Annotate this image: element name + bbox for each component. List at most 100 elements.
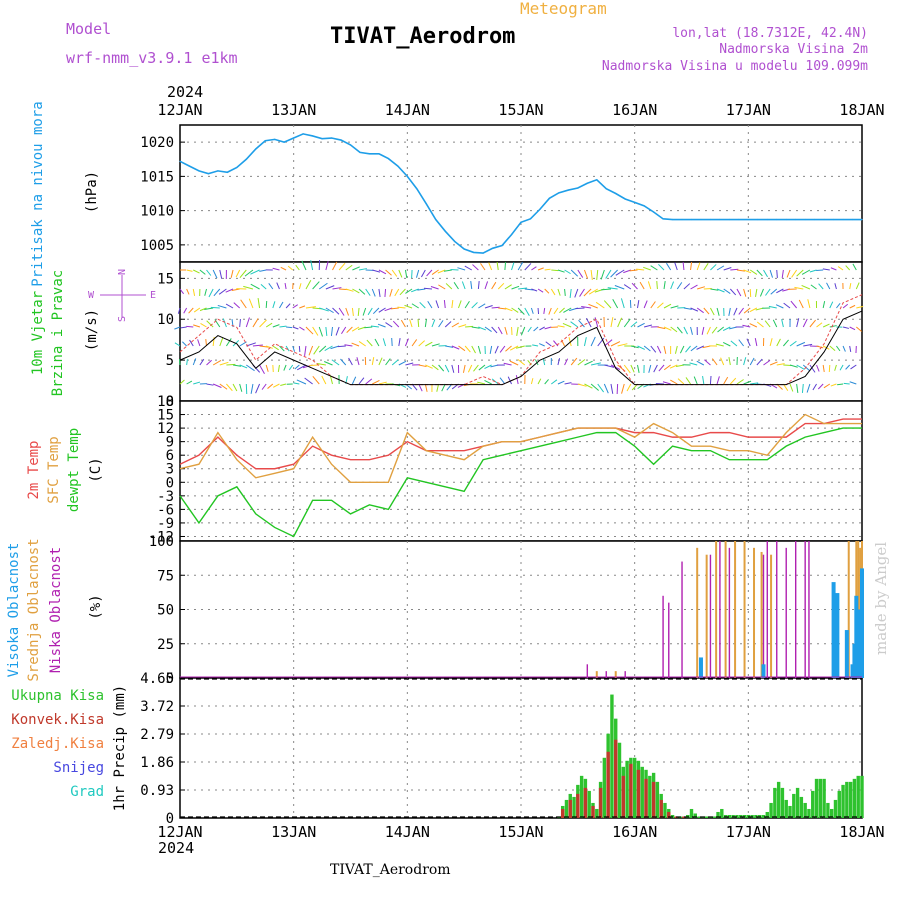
wind-arrow: [431, 319, 436, 328]
wind-arrow: [243, 285, 254, 290]
wind-arrow: [489, 345, 493, 354]
wind-arrow: [280, 266, 287, 271]
precip-bar: [572, 796, 576, 818]
wind-arrow: [630, 364, 635, 373]
wind-arrow: [531, 266, 537, 271]
precip-legend-item: Zaledj.Kisa: [11, 736, 104, 752]
wind-arrow: [444, 364, 450, 373]
wind-arrow: [837, 266, 844, 271]
wind-arrow: [716, 307, 720, 316]
wind-arrow: [584, 360, 593, 366]
wind-arrow: [246, 342, 256, 347]
cloud-bar: [696, 547, 699, 678]
wind-arrow: [250, 383, 254, 394]
lonlat-text: lon,lat (18.7312E, 42.4N): [672, 26, 868, 41]
wind-arrow: [472, 264, 479, 271]
wind-arrow: [569, 288, 572, 298]
wind-arrow: [362, 307, 367, 316]
wind-arrow: [316, 362, 326, 366]
wind-arrow: [478, 303, 486, 309]
wind-arrow: [723, 267, 732, 271]
wind-arrow: [329, 375, 333, 385]
wind-arrow: [553, 340, 559, 347]
wind-arrow: [372, 379, 380, 385]
wind-arrow: [637, 345, 645, 350]
wind-arrow: [345, 307, 350, 316]
wind-arrow: [614, 285, 625, 290]
wind-arrow: [670, 305, 679, 309]
wind-arrow: [796, 269, 804, 277]
compass-east: E: [150, 290, 156, 301]
cloud-frame: [179, 540, 863, 679]
wind-arrow: [358, 288, 366, 295]
wind-arrow: [497, 326, 503, 335]
wind-arrow: [756, 358, 763, 366]
wind-arrow: [477, 280, 480, 290]
wind-arrow: [337, 345, 346, 348]
wind-arrow: [749, 269, 758, 275]
wind-arrow: [385, 269, 392, 276]
wind-arrow: [796, 341, 806, 347]
wind-arrow: [458, 345, 466, 352]
wind-arrow: [491, 306, 500, 309]
wind-arrow: [738, 307, 744, 315]
wind-arrow: [517, 307, 525, 315]
pressure-point: [624, 198, 626, 200]
pressure-point: [226, 171, 228, 173]
wind-arrow: [288, 364, 294, 371]
wind-arrow: [252, 344, 263, 347]
wind-arrow: [570, 269, 579, 277]
wind-arrow: [461, 281, 466, 290]
wind-arrow: [478, 326, 486, 331]
pressure-point: [634, 201, 636, 204]
precip-bar: [754, 814, 758, 818]
cloud-ylabel: Srednja Oblacnost: [26, 538, 42, 681]
pressure-point: [539, 208, 541, 210]
wind-arrow: [781, 319, 784, 328]
wind-arrow: [839, 364, 844, 371]
wind-arrow: [683, 283, 691, 290]
date-label-bottom: 17JAN: [726, 823, 771, 841]
wind-arrow: [398, 360, 407, 366]
wind-arrow: [430, 286, 439, 290]
pressure-point: [728, 218, 730, 221]
wind-arrow: [789, 364, 798, 368]
pressure-point: [359, 151, 361, 153]
wind-arrow: [385, 322, 393, 328]
wind-arrow: [809, 319, 816, 328]
wind-arrow: [344, 344, 353, 347]
wind-arrow: [716, 265, 725, 271]
date-label-bottom: 14JAN: [385, 823, 430, 841]
wind-arrow: [600, 269, 605, 280]
wind-arrow: [257, 298, 261, 309]
wind-arrow: [204, 288, 208, 296]
wind-arrow: [390, 307, 399, 310]
wind-arrow: [305, 280, 312, 290]
wind-arrow: [199, 307, 207, 312]
wind-arrow: [755, 288, 758, 297]
wind-arrow: [674, 262, 678, 271]
wind-arrow: [768, 305, 777, 309]
wind-arrow: [826, 282, 831, 290]
model-label: Model: [66, 20, 111, 38]
wind-arrow: [292, 345, 296, 352]
pressure-point: [425, 203, 427, 205]
wind-arrow: [397, 306, 406, 309]
watermark: made by Angel: [872, 542, 890, 655]
wind-arrow: [477, 381, 486, 385]
wind-arrow: [743, 288, 747, 297]
wind-arrow: [701, 326, 705, 335]
wind-arrow: [494, 345, 499, 354]
precip-bar: [682, 816, 686, 818]
wind-arrow: [710, 307, 715, 316]
wind-arrow: [199, 269, 206, 275]
wind-arrow: [371, 357, 375, 366]
wind-arrow: [836, 345, 841, 352]
wind-arrow: [776, 288, 784, 294]
wind-arrow: [524, 288, 534, 291]
precip-bar: [792, 793, 796, 818]
pressure-point: [217, 170, 219, 172]
wind-arrow: [319, 307, 329, 312]
wind-arrow: [639, 281, 645, 290]
cloud-bar: [728, 547, 731, 678]
